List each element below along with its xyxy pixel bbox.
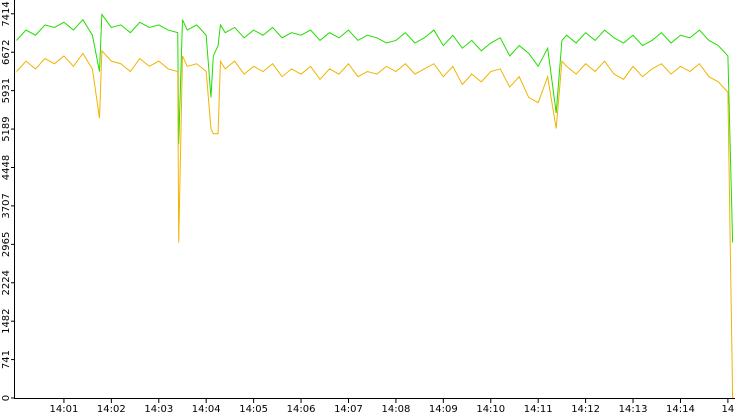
- x-tick-label: 14:11: [524, 404, 553, 415]
- y-tick-label: 3707: [1, 193, 12, 218]
- x-tick-label: 14:09: [429, 404, 458, 415]
- y-tick-label: 741: [1, 350, 12, 369]
- x-tick-label: 14:08: [381, 404, 410, 415]
- y-tick-label: 7414: [1, 1, 12, 26]
- y-tick-label: 1482: [1, 308, 12, 333]
- x-tick-label: 14:04: [192, 404, 221, 415]
- y-tick-label: 5931: [1, 78, 12, 103]
- y-tick-label: 5189: [1, 116, 12, 141]
- x-tick-label: 14:03: [144, 404, 173, 415]
- x-tick-label: 14:13: [619, 404, 648, 415]
- x-tick-label: 14:06: [287, 404, 316, 415]
- x-tick-label: 14:07: [334, 404, 363, 415]
- y-tick-label: 2965: [1, 232, 12, 257]
- series-line: [16, 49, 734, 399]
- y-tick-label: 6672: [1, 40, 12, 65]
- y-tick-label: 0: [1, 395, 12, 401]
- x-tick-label: 14:12: [571, 404, 600, 415]
- x-tick-label: 14: [722, 404, 735, 415]
- series-line: [16, 13, 734, 243]
- x-tick-label: 14:10: [476, 404, 505, 415]
- x-tick-label: 14:02: [97, 404, 126, 415]
- y-tick-label: 2224: [1, 270, 12, 295]
- x-tick-label: 14:01: [50, 404, 79, 415]
- x-tick-label: 14:14: [666, 404, 695, 415]
- y-tick-label: 4448: [1, 155, 12, 180]
- x-tick-label: 14:05: [239, 404, 268, 415]
